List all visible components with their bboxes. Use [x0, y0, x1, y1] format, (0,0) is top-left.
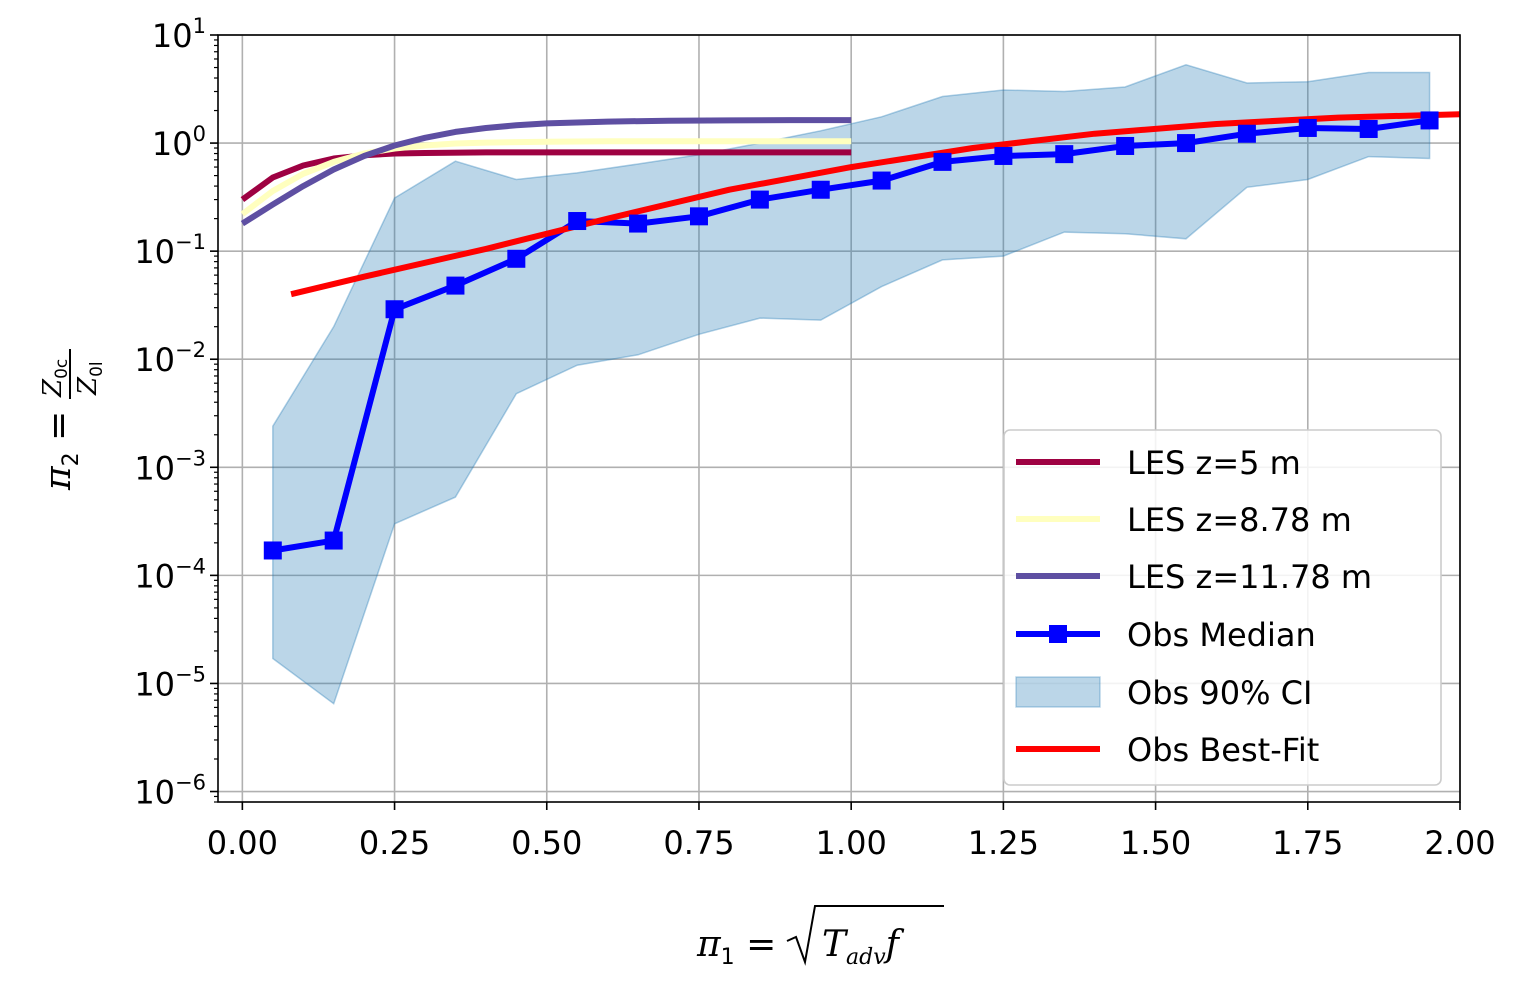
legend: LES z=5 m LES z=8.78 m LES z=11.78 m Obs… [1003, 429, 1442, 786]
data-point-obs-median [568, 212, 587, 231]
data-point-obs-median [933, 152, 952, 171]
x-tick-label: 0.00 [207, 824, 278, 862]
series-les-z-11-78-m [240, 117, 852, 227]
x-tick-label: 1.75 [1272, 824, 1343, 862]
data-point-obs-median [1298, 118, 1317, 137]
legend-swatch-obs-ci [1015, 676, 1101, 708]
x-tick-label: 2.00 [1424, 824, 1495, 862]
data-point-obs-median [1237, 124, 1256, 143]
data-point-obs-median [811, 180, 830, 199]
y-tick-label: 10−3 [134, 446, 206, 487]
legend-label-les-5m: LES z=5 m [1127, 444, 1301, 482]
data-point-obs-median [1116, 136, 1135, 155]
svg-text:Z0c: Z0c [38, 359, 72, 398]
data-point-obs-median [750, 190, 769, 209]
data-point-obs-median [1177, 134, 1196, 153]
svg-text:Tadvf: Tadvf [822, 924, 905, 970]
svg-text:π1 =: π1 = [696, 924, 776, 970]
y-tick-label: 10−1 [134, 230, 206, 271]
series-obs-90-ci [272, 64, 1431, 705]
data-point-obs-median [324, 531, 343, 550]
median-markers-layer [263, 111, 1439, 560]
y-tick-label: 10−6 [134, 771, 206, 812]
ci-band-layer [272, 64, 1431, 705]
y-axis-label: π2 = Z0c Z0l [38, 349, 107, 491]
x-tick-label: 1.25 [968, 824, 1039, 862]
y-tick-label: 101 [152, 14, 206, 55]
plot-frame [217, 34, 1461, 803]
data-point-obs-median [994, 146, 1013, 165]
legend-label-les-8-78m: LES z=8.78 m [1127, 501, 1352, 539]
legend-label-les-11-78m: LES z=11.78 m [1127, 558, 1372, 596]
series-obs-median [272, 117, 1431, 554]
y-tick-label: 10−4 [134, 554, 206, 595]
legend-label-obs-median: Obs Median [1127, 616, 1316, 654]
x-tick-label: 0.25 [359, 824, 430, 862]
data-point-obs-median [872, 171, 891, 190]
x-tick-label: 1.00 [816, 824, 887, 862]
series-les-z-5-m [240, 149, 852, 203]
y-tick-label: 10−5 [134, 662, 206, 703]
svg-text:π2 =: π2 = [38, 411, 84, 491]
data-point-obs-median [385, 300, 404, 319]
x-tick-label: 0.50 [511, 824, 582, 862]
x-axis-label: π1 = Tadvf [696, 905, 944, 970]
legend-label-obs-ci: Obs 90% CI [1127, 674, 1312, 712]
x-tick-label: 0.75 [663, 824, 734, 862]
series-les-z-8-78-m [240, 138, 852, 217]
data-point-obs-median [1359, 119, 1378, 138]
data-point-obs-median [446, 276, 465, 295]
data-point-obs-median [507, 249, 526, 268]
data-point-obs-median [263, 541, 282, 560]
legend-marker-obs-median [1049, 625, 1067, 643]
data-point-obs-median [1055, 145, 1074, 164]
data-point-obs-median [629, 214, 648, 233]
axis-ticks [210, 34, 1461, 810]
svg-text:Z0l: Z0l [73, 361, 107, 396]
data-point-obs-median [689, 207, 708, 226]
legend-box [1003, 429, 1442, 786]
legend-label-obs-best-fit: Obs Best-Fit [1127, 731, 1319, 769]
data-point-obs-median [1420, 111, 1439, 130]
x-tick-label: 1.50 [1120, 824, 1191, 862]
y-tick-label: 100 [152, 122, 206, 163]
series-lines-layer [240, 111, 1461, 554]
tick-labels: 0.00 0.25 0.50 0.75 1.00 1.25 1.50 1.75 2.00 10−6… [134, 14, 1495, 862]
series-obs-best-fit [290, 111, 1461, 298]
y-tick-label: 10−2 [134, 338, 206, 379]
